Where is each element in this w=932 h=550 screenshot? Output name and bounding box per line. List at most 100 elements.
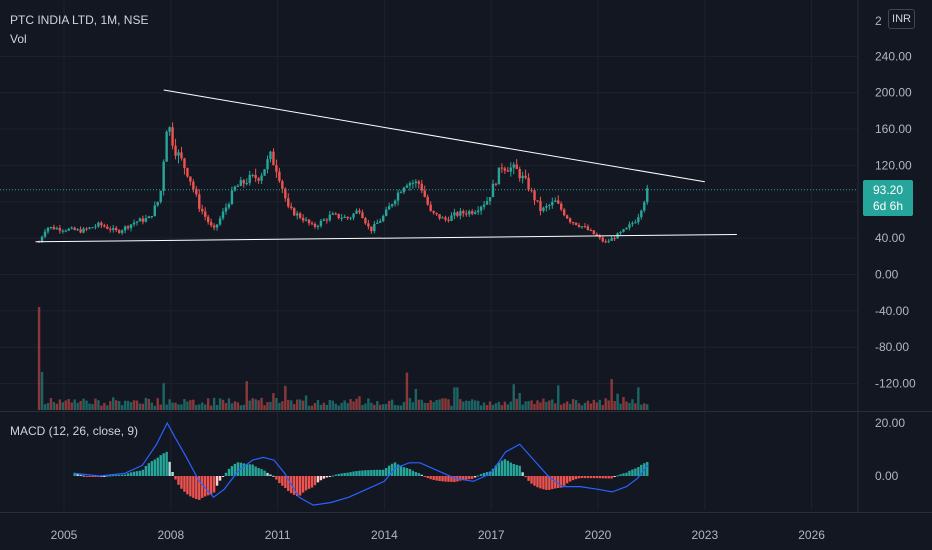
candle-down xyxy=(337,213,340,219)
volume-bar xyxy=(293,404,296,410)
candle-down xyxy=(201,208,204,212)
candle-down xyxy=(583,226,587,228)
candle-up xyxy=(168,127,171,132)
volume-bar xyxy=(94,398,97,410)
macd-histogram-bar xyxy=(557,476,560,488)
volume-bar xyxy=(393,404,397,410)
candle-up xyxy=(512,164,515,168)
macd-histogram-bar xyxy=(494,465,498,476)
candle-down xyxy=(284,188,287,199)
volume-bar xyxy=(396,405,400,410)
macd-histogram-bar xyxy=(331,475,334,477)
macd-histogram-bar xyxy=(301,476,305,493)
volume-bar xyxy=(384,403,388,410)
volume-bar xyxy=(456,387,459,410)
macd-histogram-bar xyxy=(384,468,388,476)
candle-up xyxy=(82,228,85,233)
volume-bar xyxy=(592,399,596,410)
candle-down xyxy=(117,230,121,233)
macd-histogram-bar xyxy=(361,470,364,476)
volume-bar xyxy=(471,399,474,410)
volume-bar xyxy=(112,397,115,410)
volume-bar xyxy=(198,404,201,410)
volume-bar xyxy=(174,402,177,410)
macd-histogram-bar xyxy=(204,476,207,497)
candle-up xyxy=(491,183,495,198)
volume-bar xyxy=(129,402,133,410)
candle-down xyxy=(527,177,530,190)
candle-up xyxy=(408,183,412,186)
volume-bar xyxy=(497,401,501,410)
x-tick-label: 2026 xyxy=(798,528,825,542)
candle-up xyxy=(233,186,237,191)
macd-histogram-bar xyxy=(577,476,581,479)
candle-up xyxy=(634,222,637,224)
volume-bar xyxy=(275,398,278,410)
macd-histogram-bar xyxy=(432,476,435,480)
volume-bar xyxy=(242,404,245,410)
volume-bar xyxy=(473,400,477,410)
volume-bar xyxy=(515,398,518,410)
candle-up xyxy=(46,227,50,232)
volume-bar xyxy=(506,404,510,410)
macd-histogram-bar xyxy=(583,476,587,479)
candle-down xyxy=(100,222,103,226)
volume-bar xyxy=(542,398,545,410)
volume-bar xyxy=(583,402,587,410)
candle-down xyxy=(586,226,590,231)
macd-histogram-bar xyxy=(304,476,308,491)
candle-down xyxy=(506,170,510,172)
candle-up xyxy=(384,209,388,216)
y-tick-label: 160.00 xyxy=(875,122,912,136)
y-tick-label: -120.00 xyxy=(875,377,916,391)
macd-histogram-bar xyxy=(438,476,441,482)
macd-histogram-bar xyxy=(192,476,195,498)
volume-bar xyxy=(565,401,569,410)
volume-bar xyxy=(183,399,186,410)
candle-down xyxy=(109,228,112,230)
candle-up xyxy=(453,212,456,216)
y-tick-label: 120.00 xyxy=(875,158,912,172)
macd-histogram-bar xyxy=(218,476,222,481)
volume-bar xyxy=(298,399,302,410)
volume-bar xyxy=(177,404,180,410)
macd-histogram-bar xyxy=(634,468,637,476)
volume-bar xyxy=(316,399,320,410)
macd-histogram-bar xyxy=(79,474,82,476)
candle-down xyxy=(524,175,527,178)
currency-badge[interactable]: INR xyxy=(888,9,915,29)
volume-bar xyxy=(117,401,121,410)
volume-bar xyxy=(120,405,124,410)
volume-bar xyxy=(598,399,601,410)
volume-bar xyxy=(595,402,599,410)
candle-down xyxy=(275,165,278,172)
macd-histogram-bar xyxy=(429,476,432,480)
volume-bar xyxy=(604,398,607,410)
macd-histogram-bar xyxy=(209,476,213,495)
macd-histogram-bar xyxy=(533,476,536,486)
volume-bar xyxy=(206,398,210,410)
volume-bar xyxy=(574,399,578,410)
candle-up xyxy=(607,240,610,242)
macd-histogram-bar xyxy=(346,472,349,476)
volume-bar xyxy=(441,398,444,410)
candle-up xyxy=(554,200,557,202)
macd-histogram-bar xyxy=(144,466,148,476)
volume-bar xyxy=(195,404,198,410)
macd-histogram-bar xyxy=(126,473,130,476)
volume-bar xyxy=(420,399,423,410)
macd-histogram-bar xyxy=(328,476,332,477)
macd-histogram-bar xyxy=(640,464,643,476)
candle-up xyxy=(177,152,180,156)
macd-histogram-bar xyxy=(298,476,302,496)
candle-down xyxy=(426,196,429,205)
volume-bar xyxy=(254,399,257,410)
candle-up xyxy=(411,183,415,185)
candle-up xyxy=(485,201,489,205)
candle-up xyxy=(49,226,53,228)
macd-histogram-bar xyxy=(94,476,97,477)
macd-histogram-bar xyxy=(459,476,462,481)
volume-bar xyxy=(82,398,85,410)
volume-bar xyxy=(55,403,59,410)
